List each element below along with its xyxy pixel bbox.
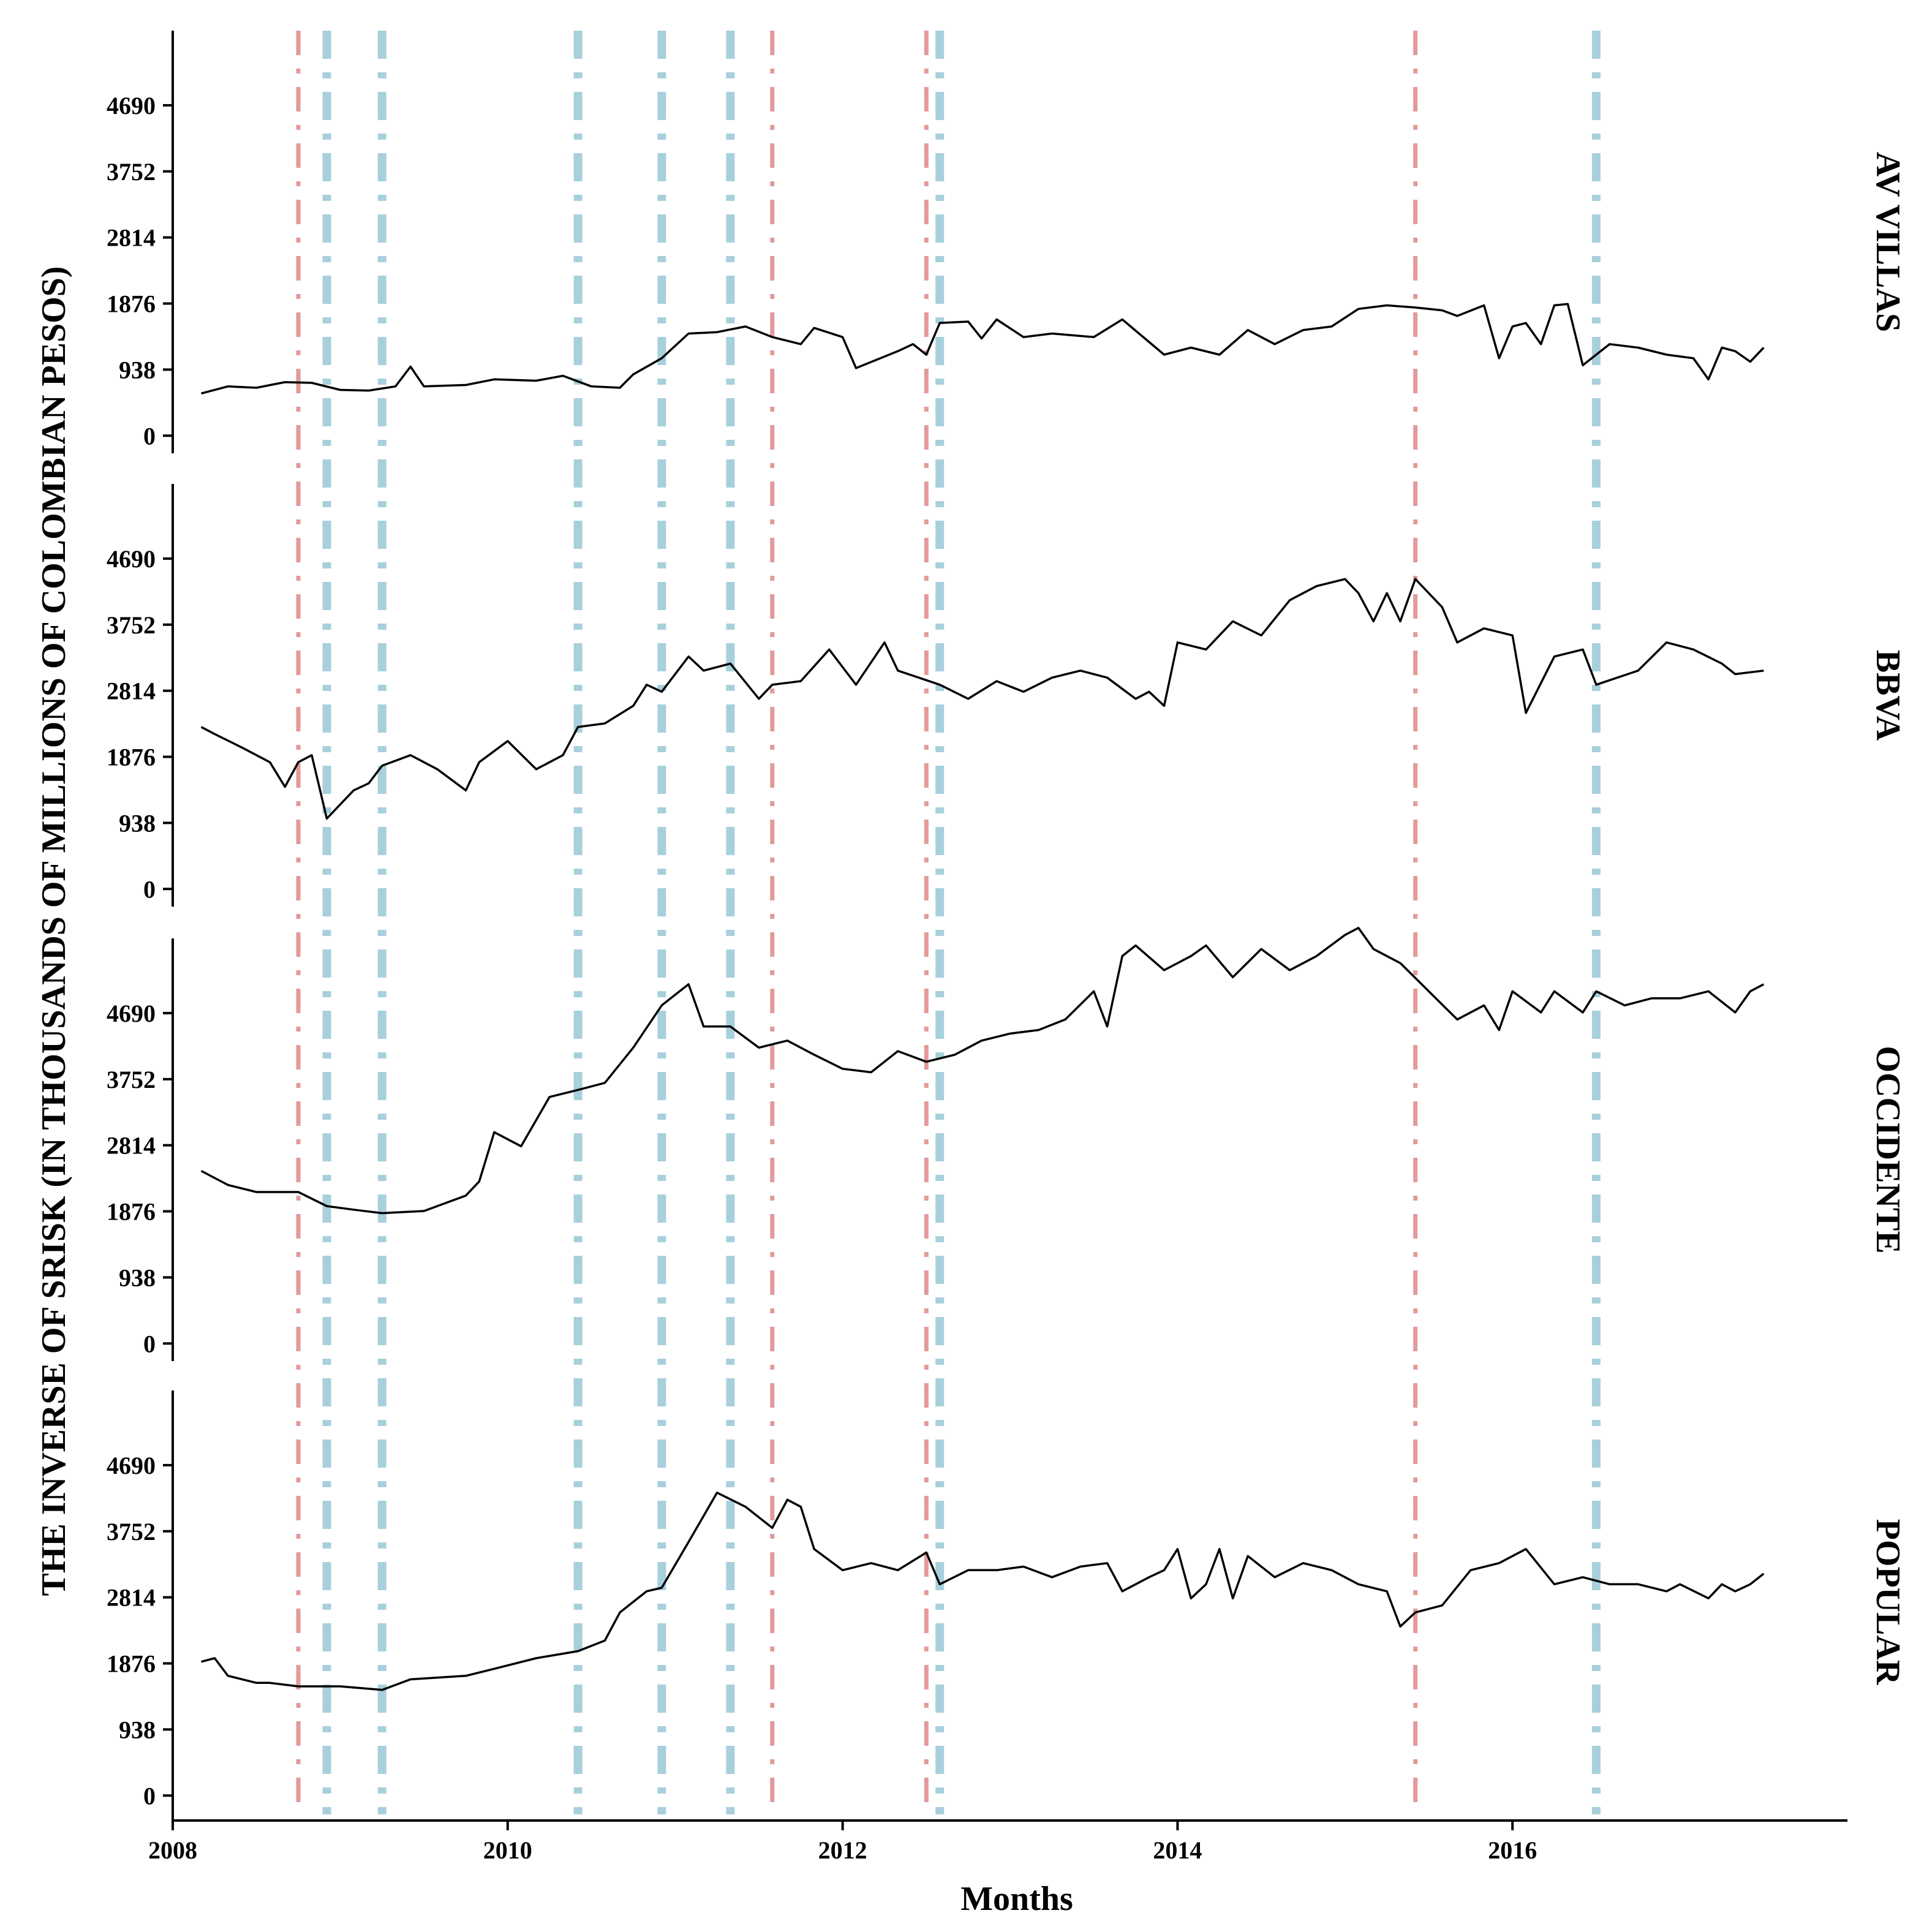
panels: 0 938 1876 2814 3752 4690 AV VILLAS 0 938 1876 281… [107, 31, 1907, 1813]
y-tick-label: 938 [119, 1264, 156, 1291]
y-tick-label: 4690 [107, 92, 156, 119]
panel-strip-label: BBVA [1869, 650, 1907, 741]
y-tick-label: 4690 [107, 1000, 156, 1027]
x-tick-label: 2016 [1488, 1836, 1537, 1864]
y-tick-label: 0 [143, 875, 156, 903]
x-tick-label: 2014 [1153, 1836, 1202, 1864]
y-tick-label: 0 [143, 422, 156, 450]
y-tick-label: 4690 [107, 545, 156, 573]
y-tick-label: 2814 [107, 677, 156, 705]
series-line [201, 303, 1765, 394]
y-tick-label: 2814 [107, 1132, 156, 1160]
y-tick-label: 3752 [107, 1518, 156, 1545]
y-tick-label: 3752 [107, 611, 156, 639]
y-tick-label: 4690 [107, 1452, 156, 1479]
y-tick-label: 938 [119, 356, 156, 383]
panel: 0 938 1876 2814 3752 4690 POPULAR [107, 1391, 1907, 1813]
y-tick-label: 3752 [107, 1066, 156, 1093]
y-tick-label: 938 [119, 809, 156, 837]
series-line [201, 1492, 1765, 1691]
y-tick-label: 3752 [107, 158, 156, 186]
reference-lines [296, 31, 1601, 1814]
y-tick-label: 0 [143, 1782, 156, 1809]
panel: 0 938 1876 2814 3752 4690 BBVA [107, 484, 1907, 907]
y-tick-label: 0 [143, 1330, 156, 1357]
series-line [200, 578, 1764, 820]
y-tick-label: 2814 [107, 1584, 156, 1612]
y-tick-label: 1876 [107, 290, 156, 318]
y-tick-label: 2814 [107, 224, 156, 252]
panel-strip-label: OCCIDENTE [1869, 1046, 1907, 1253]
panel-strip-label: AV VILLAS [1869, 152, 1907, 332]
y-axis-title: THE INVERSE OF SRISK (IN THOUSANDS OF MI… [35, 266, 73, 1596]
x-axis-title: Months [960, 1880, 1073, 1918]
y-tick-label: 1876 [107, 1198, 156, 1226]
panel: 0 938 1876 2814 3752 4690 AV VILLAS [107, 31, 1907, 453]
panel: 0 938 1876 2814 3752 4690 OCCIDENTE [107, 927, 1907, 1361]
series-line [200, 927, 1765, 1215]
y-tick-label: 1876 [107, 744, 156, 771]
x-axis: 2008 2010 2012 2014 2016 [148, 1813, 1847, 1864]
y-tick-label: 938 [119, 1716, 156, 1743]
x-tick-label: 2012 [818, 1836, 867, 1864]
x-tick-label: 2008 [148, 1836, 197, 1864]
panel-strip-label: POPULAR [1869, 1519, 1907, 1685]
x-tick-label: 2010 [483, 1836, 532, 1864]
y-tick-label: 1876 [107, 1650, 156, 1678]
